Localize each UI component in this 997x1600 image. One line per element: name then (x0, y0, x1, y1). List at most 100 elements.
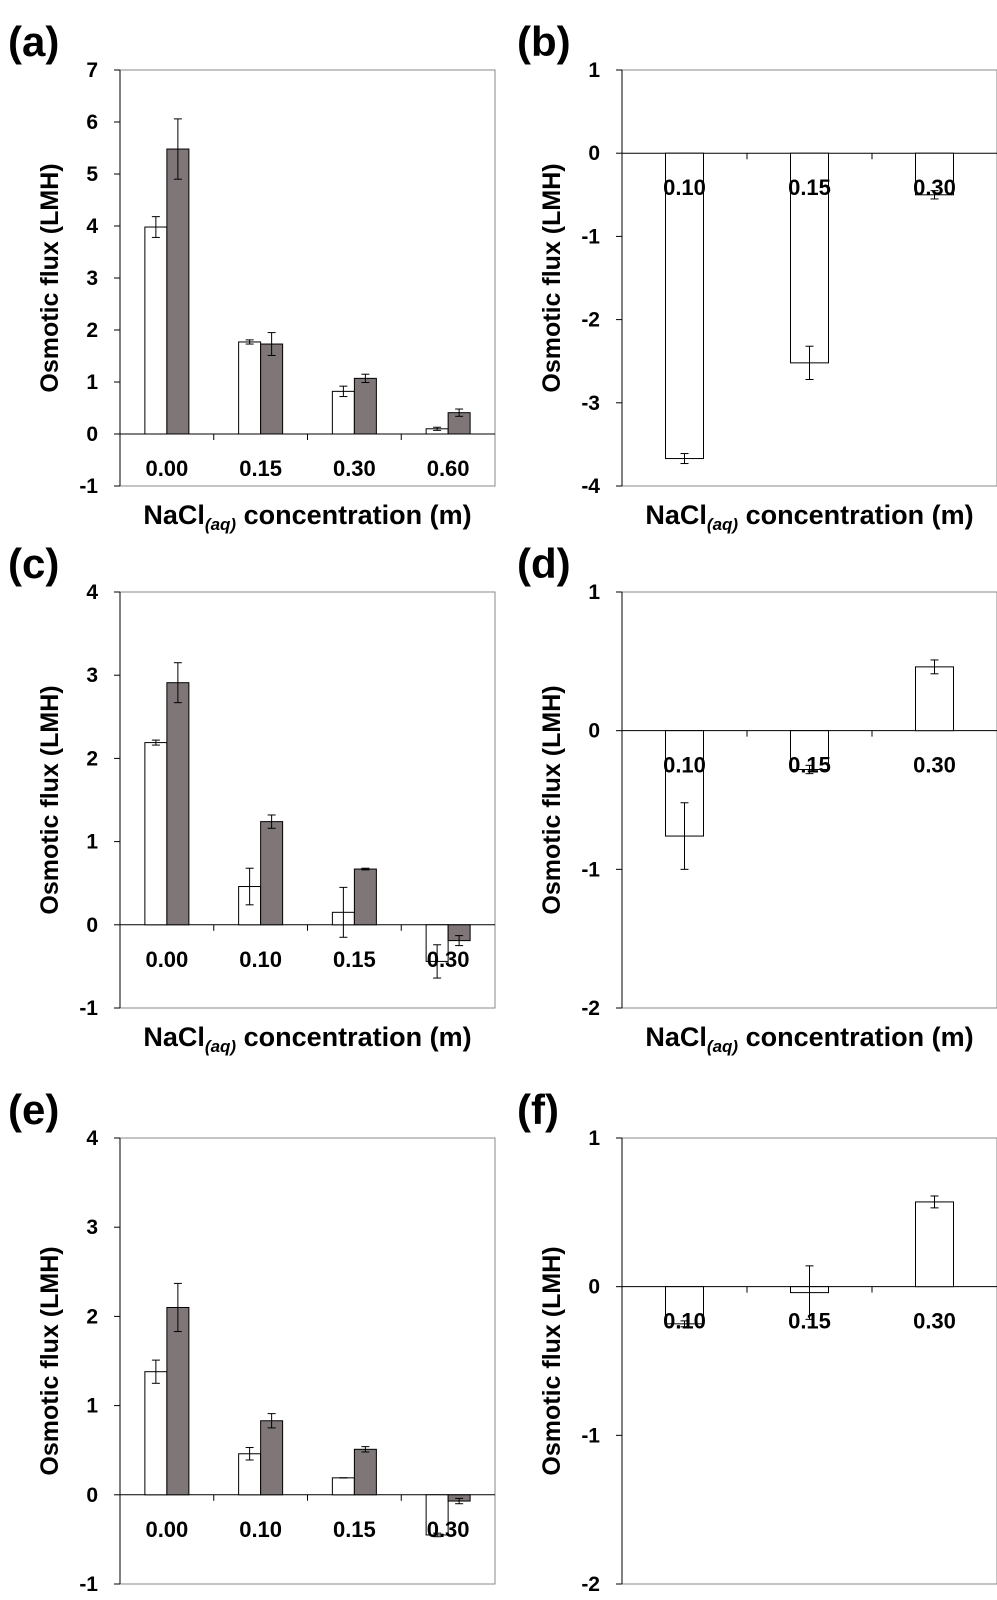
y-tick-label: 6 (86, 111, 98, 134)
y-tick-label: 5 (86, 163, 98, 186)
bar (665, 152, 704, 460)
y-tick-label: -2 (581, 1573, 600, 1596)
bar (331, 390, 355, 435)
bar (915, 666, 954, 732)
x-axis-title-subscript: (aq) (205, 1037, 237, 1056)
y-tick-label: -3 (581, 392, 600, 415)
x-tick-label: 0.15 (333, 947, 376, 972)
x-tick-label: 0.60 (427, 456, 470, 481)
bar (260, 1420, 284, 1496)
panel-label: (f) (517, 1086, 559, 1133)
x-tick-label: 0.30 (427, 947, 470, 972)
x-axis-title-tail: concentration (m) (236, 1598, 472, 1600)
panel-label: (b) (517, 18, 571, 65)
x-tick-label: 0.00 (145, 947, 188, 972)
y-tick-label: 0 (86, 914, 98, 937)
y-tick-label: 4 (86, 215, 98, 238)
x-axis-title: NaCl(aq) concentration (m) (645, 1022, 973, 1056)
bar (790, 152, 829, 364)
x-tick-label: 0.30 (913, 175, 956, 200)
x-tick-label: 0.10 (239, 947, 282, 972)
x-axis-title-subscript: (aq) (707, 515, 739, 534)
y-tick-label: 3 (86, 1216, 98, 1239)
x-tick-label: 0.30 (913, 1309, 956, 1334)
y-tick-label: 7 (86, 59, 98, 82)
y-tick-label: 2 (86, 1305, 98, 1328)
panel-label: (a) (8, 18, 59, 65)
y-tick-label: 3 (86, 664, 98, 687)
x-tick-label: 0.30 (913, 753, 956, 778)
y-tick-label: 2 (86, 747, 98, 770)
y-tick-label: 1 (86, 371, 98, 394)
y-tick-label: -2 (581, 309, 600, 332)
chart-panel-a: (a) -1 0 1 2 3 4 5 6 7 0.00 0.15 0.30 0.60 Osmotic flu… (8, 18, 496, 534)
x-axis-title-main: NaCl (143, 1022, 205, 1052)
chart-panel-c: (c) -1 0 1 2 3 4 0.00 0.10 0.15 0.30 Osmotic flux (… (8, 540, 496, 1056)
y-tick-label: 4 (86, 581, 98, 604)
chart-panel-f: (f) -2 -1 0 1 0.10 0.15 0.30 Osmotic flux (LMH) N… (517, 1086, 997, 1600)
x-axis-title: NaCl(aq) concentration (m) (645, 500, 973, 534)
x-tick-label: 0.30 (333, 456, 376, 481)
x-tick-label: 0.15 (788, 175, 831, 200)
chart-panel-d: (d) -2 -1 0 1 0.10 0.15 0.30 Osmotic flux (LMH) N… (517, 540, 997, 1056)
y-axis-title: Osmotic flux (LMH) (36, 163, 64, 392)
bar (144, 226, 168, 435)
bar (166, 148, 190, 435)
x-axis-title-tail: concentration (m) (738, 500, 974, 530)
x-axis-title-main: NaCl (645, 1598, 707, 1600)
bar (144, 1371, 168, 1496)
x-tick-label: 0.15 (788, 1309, 831, 1334)
bar (238, 341, 262, 435)
y-tick-label: 1 (588, 59, 600, 82)
x-axis-title-main: NaCl (143, 1598, 205, 1600)
x-tick-label: 0.15 (788, 753, 831, 778)
x-axis-title: NaCl(aq) concentration (m) (143, 1598, 471, 1600)
bar (331, 1477, 355, 1496)
y-axis-title: Osmotic flux (LMH) (36, 685, 64, 914)
x-tick-label: 0.10 (239, 1517, 282, 1542)
y-tick-label: 0 (588, 1276, 600, 1299)
y-axis-title: Osmotic flux (LMH) (538, 685, 566, 914)
y-axis-title: Osmotic flux (LMH) (538, 1246, 566, 1475)
x-axis-title: NaCl(aq) concentration (m) (645, 1598, 973, 1600)
x-tick-label: 0.15 (239, 456, 282, 481)
x-axis-title-main: NaCl (645, 500, 707, 530)
y-tick-label: 0 (588, 720, 600, 743)
x-axis-title-main: NaCl (645, 1022, 707, 1052)
x-axis-title-tail: concentration (m) (236, 500, 472, 530)
chart-panel-b: (b) -4 -3 -2 -1 0 1 0.10 0.15 0.30 Osmotic flux (L… (517, 18, 997, 534)
bar (260, 343, 284, 435)
y-tick-label: 0 (86, 1484, 98, 1507)
bar (166, 1306, 190, 1496)
panel-label: (c) (8, 540, 59, 587)
y-tick-label: 1 (588, 581, 600, 604)
x-tick-label: 0.00 (145, 456, 188, 481)
y-tick-label: 1 (86, 1395, 98, 1418)
x-axis-title-tail: concentration (m) (738, 1598, 974, 1600)
y-tick-label: -2 (581, 997, 600, 1020)
bar (915, 1201, 954, 1288)
x-axis-title-tail: concentration (m) (738, 1022, 974, 1052)
bar (915, 152, 954, 196)
bar (144, 742, 168, 926)
y-axis-title: Osmotic flux (LMH) (538, 163, 566, 392)
x-tick-label: 0.30 (427, 1517, 470, 1542)
bar (353, 1448, 377, 1496)
bar (166, 682, 190, 926)
bar (353, 377, 377, 435)
x-tick-label: 0.10 (663, 175, 706, 200)
x-axis-title: NaCl(aq) concentration (m) (143, 500, 471, 534)
panel-label: (d) (517, 540, 571, 587)
x-tick-label: 0.15 (333, 1517, 376, 1542)
y-tick-label: -1 (581, 858, 600, 881)
y-tick-label: -1 (79, 1573, 98, 1596)
bar (353, 868, 377, 926)
y-tick-label: -1 (79, 997, 98, 1020)
y-tick-label: 4 (86, 1127, 98, 1150)
x-axis-title: NaCl(aq) concentration (m) (143, 1022, 471, 1056)
y-tick-label: 0 (588, 142, 600, 165)
chart-panel-e: (e) -1 0 1 2 3 4 0.00 0.10 0.15 0.30 Osmotic flux (… (8, 1086, 496, 1600)
panel-label: (e) (8, 1086, 59, 1133)
x-axis-title-main: NaCl (143, 500, 205, 530)
